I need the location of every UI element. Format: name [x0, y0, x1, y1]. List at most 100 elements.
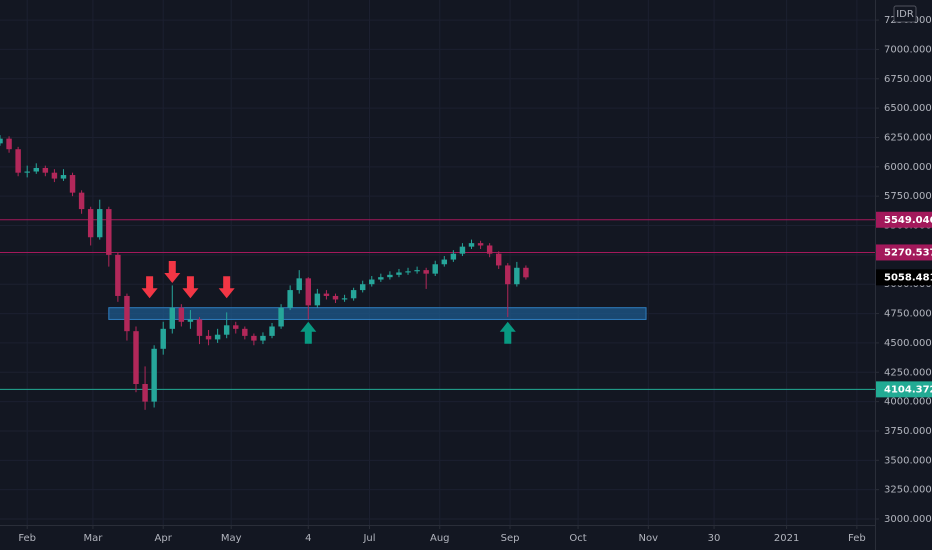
y-tick-label: 3250.0000 [884, 485, 932, 496]
y-tick-label: 6250.0000 [884, 132, 932, 143]
currency-badge [893, 5, 917, 23]
x-tick-label: 2021 [774, 533, 799, 544]
candle-body [332, 295, 339, 300]
candle-body [495, 253, 502, 266]
candle-body [350, 290, 357, 299]
arrow [182, 276, 199, 299]
candle-body [214, 334, 221, 340]
candle-body [514, 267, 520, 285]
candle-body [233, 325, 239, 329]
last-price-label-bg [876, 269, 932, 286]
x-tick-label: Aug [430, 533, 450, 544]
candle-body [51, 172, 58, 179]
candle-body [450, 253, 457, 260]
candle-body [223, 325, 230, 335]
candle-body [205, 335, 212, 340]
candle-body [341, 298, 348, 300]
candle-body [97, 209, 103, 238]
x-tick-label: Sep [501, 533, 520, 544]
arrow [300, 321, 317, 344]
candle-body [6, 138, 12, 150]
candle-body [278, 307, 284, 327]
candle-body [459, 246, 466, 254]
candle-body [486, 245, 493, 254]
candle-body [115, 254, 121, 296]
x-tick-label: Feb [18, 533, 36, 544]
y-tick-label: 3500.0000 [884, 455, 932, 466]
candle-body [468, 243, 475, 247]
candle-body [15, 149, 21, 173]
x-tick-label: 30 [708, 533, 721, 544]
candle-body [24, 171, 30, 173]
line-price-label: 5270.5373 [884, 247, 932, 258]
candle-body [287, 290, 293, 308]
candle-body [405, 271, 411, 273]
currency-label: IDR [896, 9, 914, 20]
zone [108, 307, 647, 320]
plot-area [0, 0, 875, 525]
candle-body [423, 270, 429, 274]
candle-body [0, 138, 3, 144]
candle-body [477, 243, 484, 246]
arrow [499, 321, 516, 344]
candle-body [251, 335, 257, 341]
candle-body [151, 348, 157, 402]
candle-body [260, 335, 266, 341]
candle-body [60, 175, 67, 179]
candle-body [296, 278, 302, 291]
candle-body [124, 295, 130, 332]
y-tick-label: 4000.0000 [884, 397, 932, 408]
x-tick-label: Oct [569, 533, 586, 544]
arrow [164, 261, 181, 284]
line-price-label: 4104.3726 [884, 384, 932, 395]
candle-body [369, 279, 375, 285]
y-tick-label: 4500.0000 [884, 338, 932, 349]
y-tick-label: 4750.0000 [884, 309, 932, 320]
candle-body [106, 209, 112, 255]
x-tick-label: May [221, 533, 242, 544]
x-tick-label: Mar [84, 533, 104, 544]
candle-body [178, 307, 185, 322]
y-tick-label: 3000.0000 [884, 514, 932, 525]
y-tick-label: 6750.0000 [884, 74, 932, 85]
x-tick-label: Feb [848, 533, 866, 544]
candle-body [359, 284, 366, 291]
y-tick-label: 5750.0000 [884, 191, 932, 202]
candle-body [432, 264, 438, 274]
line-price-label-bg [876, 381, 932, 398]
candle-body [269, 326, 275, 336]
candle-body [133, 331, 139, 385]
line-price-label: 5549.0465 [884, 215, 932, 226]
candle-body [33, 167, 39, 172]
candle-body [242, 328, 248, 336]
candle-body [196, 319, 203, 336]
candle-body [305, 278, 312, 306]
arrow [141, 276, 158, 299]
x-tick-label: Nov [639, 533, 659, 544]
candle-body [160, 328, 166, 349]
candle-body [396, 272, 402, 275]
x-tick-label: 4 [305, 533, 311, 544]
candle-body [87, 209, 94, 238]
y-tick-label: 6500.0000 [884, 103, 932, 114]
candle-body [387, 274, 393, 278]
candle-body [142, 384, 148, 402]
x-tick-label: Apr [155, 533, 173, 544]
candle-body [378, 277, 384, 280]
y-tick-label: 3750.0000 [884, 426, 932, 437]
y-tick-label: 6000.0000 [884, 162, 932, 173]
candle-body [69, 175, 76, 193]
last-price-label: 5058.4819 [884, 272, 932, 283]
candle-body [169, 307, 175, 329]
line-price-label-bg [876, 244, 932, 261]
candle-body [414, 270, 420, 272]
candle-body [187, 319, 194, 322]
candle-body [78, 192, 85, 210]
arrow [218, 276, 235, 299]
y-tick-label: 7000.0000 [884, 44, 932, 55]
candle-body [323, 293, 330, 296]
candle-body [441, 259, 448, 265]
